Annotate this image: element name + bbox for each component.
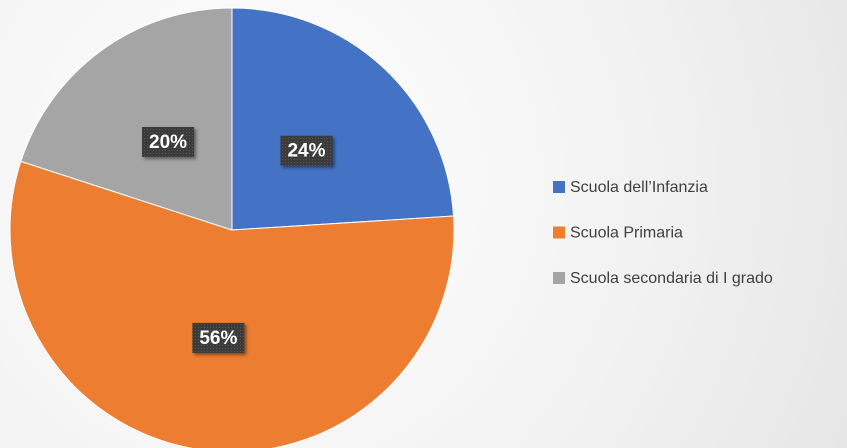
legend-swatch bbox=[553, 181, 565, 193]
value-label: 24% bbox=[280, 135, 333, 166]
pie-slice bbox=[9, 160, 455, 448]
legend-label: Scuola Primaria bbox=[570, 225, 683, 242]
value-label-box bbox=[192, 322, 245, 353]
legend-swatch bbox=[553, 272, 565, 284]
value-label-box bbox=[280, 135, 333, 166]
pie-slice bbox=[231, 7, 455, 231]
value-label-box bbox=[142, 126, 195, 157]
legend-label: Scuola dell’Infanzia bbox=[570, 179, 708, 196]
value-label: 20% bbox=[142, 126, 195, 157]
legend-label: Scuola secondaria di I grado bbox=[570, 270, 773, 287]
value-label-text: 56% bbox=[199, 328, 237, 349]
value-label-text: 20% bbox=[149, 132, 187, 153]
value-label-text: 24% bbox=[287, 141, 325, 162]
legend-swatch bbox=[553, 226, 565, 239]
pie-slice bbox=[20, 7, 233, 231]
value-label: 56% bbox=[192, 322, 245, 353]
